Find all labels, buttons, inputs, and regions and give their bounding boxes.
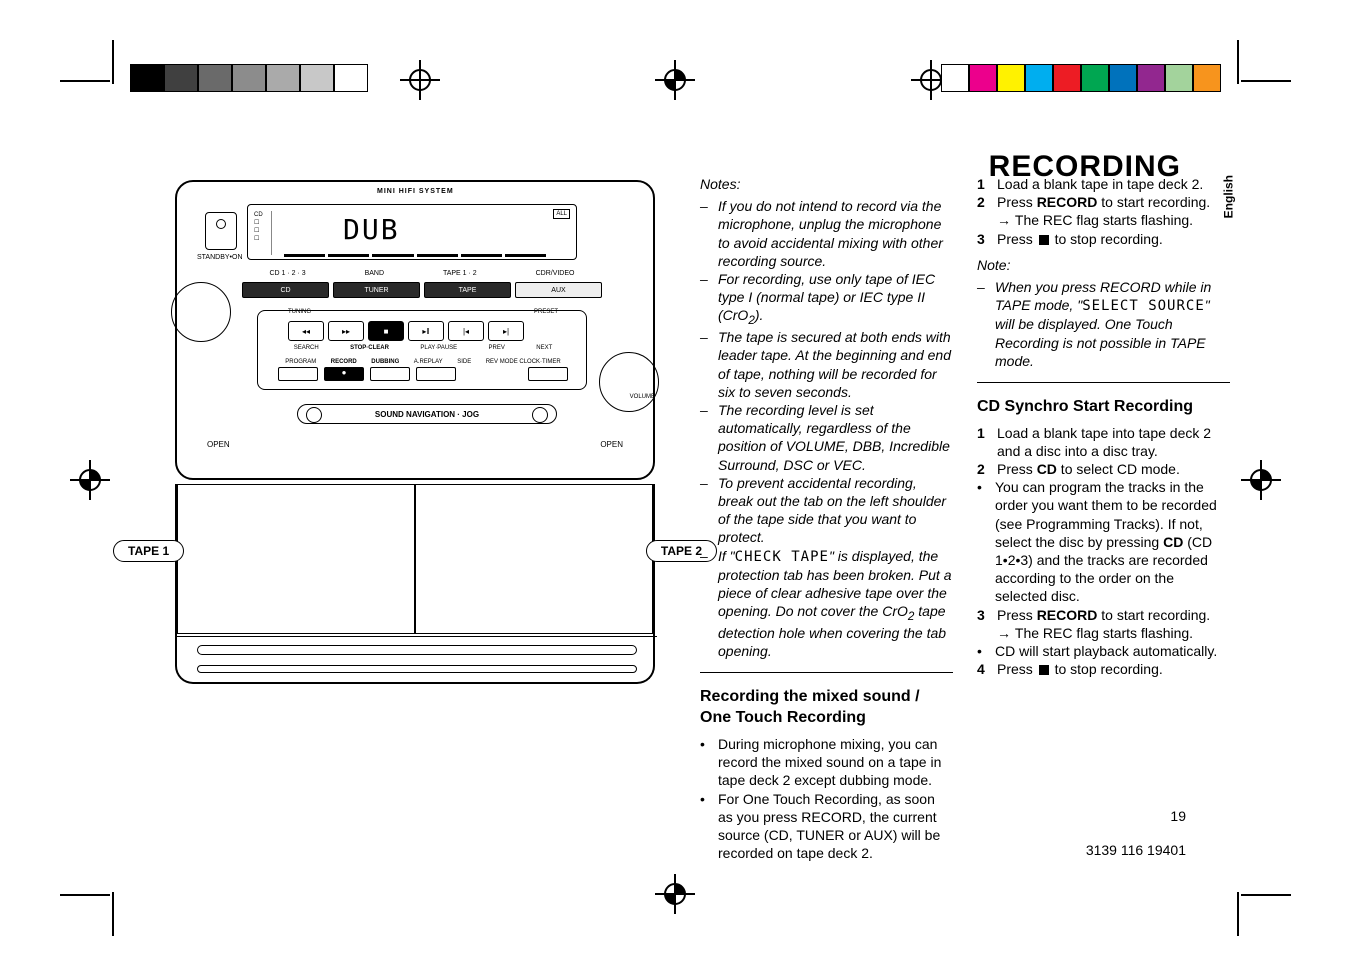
aux-button: AUX bbox=[515, 282, 602, 298]
subhead-cd-synchro: CD Synchro Start Recording bbox=[977, 397, 1230, 418]
next-search-button: ▸▸ bbox=[328, 321, 364, 341]
grayscale-swatches bbox=[130, 64, 370, 92]
next-preset-button: ▸| bbox=[488, 321, 524, 341]
transport-controls: TUNINGPRESET ◂◂ ▸▸ ■ ▸‖ |◂ ▸| SEARCHSTOP… bbox=[257, 310, 587, 390]
registration-target-icon bbox=[70, 460, 110, 500]
mini-hifi-label: MINI HIFI SYSTEM bbox=[377, 188, 454, 195]
stop-button: ■ bbox=[368, 321, 404, 341]
registration-target-icon bbox=[400, 60, 440, 100]
subhead-one-touch: Recording the mixed sound / One Touch Re… bbox=[700, 687, 953, 729]
volume-knob bbox=[599, 352, 659, 412]
registration-target-icon bbox=[655, 874, 695, 914]
tuner-button: TUNER bbox=[333, 282, 420, 298]
lcd-display: CD☐☐☐ DUB ALL bbox=[247, 204, 577, 260]
cassette-panel bbox=[175, 484, 655, 684]
transport-labels: SEARCHSTOP·CLEARPLAY·PAUSEPREVNEXT bbox=[278, 345, 568, 351]
notes-heading: Notes: bbox=[700, 175, 953, 193]
volume-label: VOLUME bbox=[630, 394, 655, 400]
registration-target-icon bbox=[655, 60, 695, 100]
top-registration bbox=[0, 60, 1351, 100]
registration-target-icon bbox=[1241, 460, 1281, 500]
bottom-registration bbox=[0, 874, 1351, 914]
prev-search-button: ◂◂ bbox=[288, 321, 324, 341]
record-row-labels: PROGRAMRECORDDUBBINGA.REPLAYSIDEREV MODE… bbox=[278, 359, 568, 365]
footer-code: 3139 116 19401 bbox=[1086, 842, 1186, 858]
play-pause-button: ▸‖ bbox=[408, 321, 444, 341]
disc-tray bbox=[177, 636, 657, 682]
standby-label: STANDBY•ON bbox=[197, 254, 243, 261]
sound-navigation-bar: SOUND NAVIGATION · JOG bbox=[297, 404, 557, 424]
notes-column: Notes: –If you do not intend to record v… bbox=[700, 175, 953, 862]
open-label-right: OPEN bbox=[600, 440, 623, 449]
color-swatches bbox=[941, 64, 1221, 92]
standby-button bbox=[205, 212, 237, 250]
open-label-left: OPEN bbox=[207, 440, 230, 449]
device-illustration: MINI HIFI SYSTEM STANDBY•ON CD☐☐☐ DUB AL… bbox=[155, 180, 675, 700]
tape-deck-1 bbox=[177, 484, 415, 634]
tape-1-badge: TAPE 1 bbox=[113, 540, 184, 562]
stop-icon bbox=[1039, 665, 1049, 675]
source-buttons: CD TUNER TAPE AUX bbox=[242, 282, 602, 298]
prev-preset-button: |◂ bbox=[448, 321, 484, 341]
left-knob bbox=[171, 282, 231, 342]
tape-deck-2 bbox=[415, 484, 653, 634]
steps-column: 1Load a blank tape in tape deck 2. 2Pres… bbox=[977, 175, 1230, 862]
tape-button: TAPE bbox=[424, 282, 511, 298]
note-heading: Note: bbox=[977, 256, 1230, 274]
source-labels: CD 1 · 2 · 3BANDTAPE 1 · 2CDR/VIDEO bbox=[242, 270, 602, 277]
stop-icon bbox=[1039, 235, 1049, 245]
lcd-text: DUB bbox=[343, 213, 400, 246]
page-number: 19 bbox=[1170, 808, 1186, 824]
cd-button: CD bbox=[242, 282, 329, 298]
